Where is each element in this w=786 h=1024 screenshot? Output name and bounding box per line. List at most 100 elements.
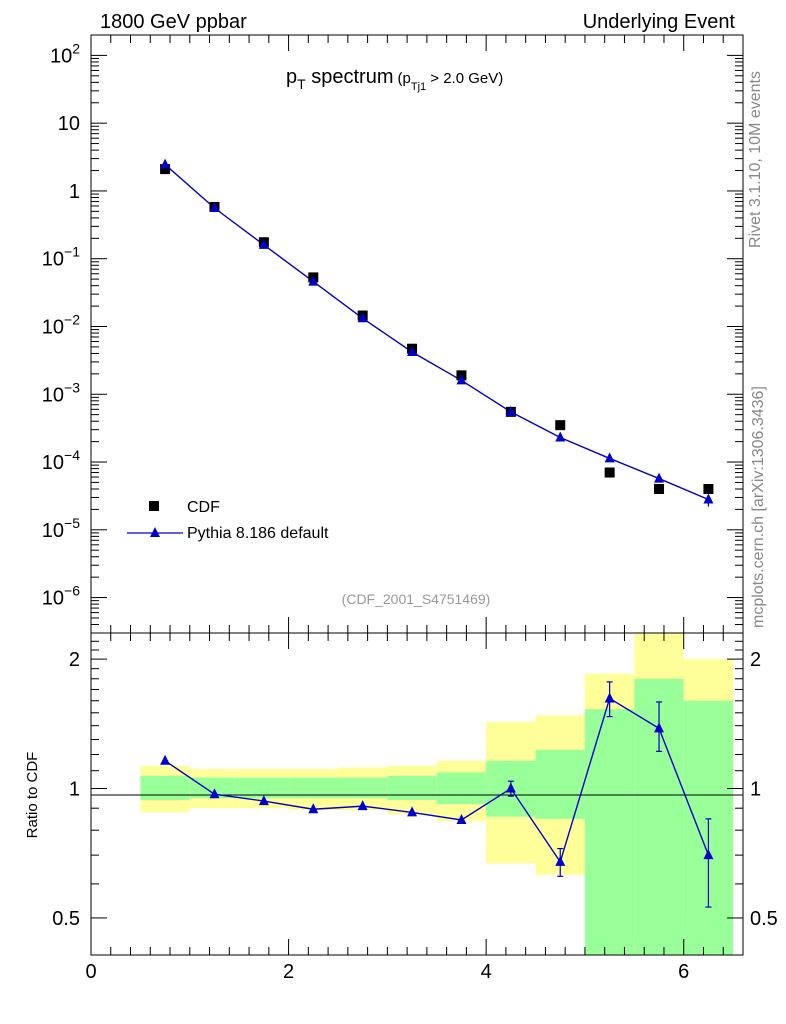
ratio-mc-point <box>555 855 566 866</box>
tick-exponent: −5 <box>64 515 80 531</box>
title-cut-rest: > 2.0 GeV) <box>426 70 503 87</box>
main-y-tick-label: 10−6 <box>42 583 80 610</box>
title-p-sub: T <box>297 76 306 92</box>
main-y-tick-label: 10−5 <box>42 515 80 542</box>
x-ticks: 0 2 4 6 <box>85 35 744 983</box>
band-inner <box>189 777 240 799</box>
ratio-mc-point <box>357 800 368 811</box>
ratio-ylabel: Ratio to CDF <box>24 752 41 839</box>
legend-data-marker <box>149 501 159 511</box>
title-rest: spectrum <box>306 66 394 88</box>
title-cut-sub: Tj1 <box>411 81 426 93</box>
ratio-mc-point <box>456 813 467 824</box>
mc-point <box>555 431 566 442</box>
data-point <box>555 420 566 431</box>
ratio-mc-point <box>654 722 665 733</box>
tick-exponent: −1 <box>64 244 80 260</box>
tick-base: 10 <box>42 316 64 338</box>
mc-point <box>407 346 418 357</box>
mc-point <box>505 405 516 416</box>
band-inner <box>239 777 289 799</box>
tick-base: 10 <box>42 384 64 406</box>
mc-point <box>654 472 665 483</box>
ratio-panel: 2 2 1 1 0.5 0.5 0 2 4 6 Ratio to CDF <box>24 35 778 983</box>
tick-base: 1 <box>69 181 80 203</box>
band-inner <box>288 777 338 799</box>
title-cut-open: (p <box>398 70 411 87</box>
tick-base: 10 <box>50 45 72 67</box>
main-frame <box>90 34 744 634</box>
ratio-mc-point <box>604 692 615 703</box>
ratio-y-tick-label-left: 1 <box>69 779 80 801</box>
mc-point <box>604 452 615 463</box>
main-y-tick-label: 10−4 <box>42 447 80 474</box>
ratio-mc-point <box>160 754 171 765</box>
ratio-y-ticks: 2 2 1 1 0.5 0.5 <box>52 640 778 930</box>
band-inner <box>436 772 487 805</box>
tick-base: 10 <box>42 452 64 474</box>
ratio-mc-line <box>164 697 710 864</box>
ratio-frame <box>90 632 744 956</box>
tick-exponent: −3 <box>64 379 80 395</box>
band-inner <box>584 709 635 955</box>
mc-point <box>456 374 467 385</box>
mc-point <box>308 275 319 286</box>
band-inner <box>387 775 437 801</box>
mc-point <box>209 202 220 213</box>
mcplots-label: mcplots.cern.ch [arXiv:1306.3436] <box>750 386 767 628</box>
main-y-tick-label: 102 <box>50 40 80 67</box>
legend-mc-marker <box>150 527 160 537</box>
ratio-y-tick-label-left: 2 <box>69 649 80 671</box>
ratio-mc-point <box>407 806 418 817</box>
rivet-label: Rivet 3.1.10, 10M events <box>747 71 764 248</box>
ratio-bands <box>140 633 734 955</box>
header-left: 1800 GeV ppbar <box>100 11 247 33</box>
ratio-y-tick-label-right: 2 <box>750 649 761 671</box>
data-point <box>703 483 714 494</box>
main-y-tick-label: 10−2 <box>42 311 80 338</box>
x-tick-label: 0 <box>85 961 96 983</box>
x-tick-label: 4 <box>481 961 492 983</box>
ratio-series <box>160 681 714 908</box>
plot-title: pT spectrum (pTj1 > 2.0 GeV) <box>286 66 503 93</box>
ratio-mc-point <box>308 803 319 814</box>
mc-point <box>258 238 269 249</box>
main-series <box>160 158 714 507</box>
main-y-tick-label: 10−3 <box>42 379 80 406</box>
band-inner <box>140 775 190 801</box>
legend-data-label: CDF <box>187 499 220 516</box>
tick-exponent: 2 <box>72 40 80 56</box>
ratio-mc-point <box>703 849 714 860</box>
mc-point <box>160 158 171 169</box>
x-tick-label: 2 <box>283 961 294 983</box>
tick-base: 10 <box>42 249 64 271</box>
tick-exponent: −2 <box>64 311 80 327</box>
tick-base: 10 <box>58 113 80 135</box>
tick-base: 10 <box>42 588 64 610</box>
main-y-tick-label: 1 <box>69 181 80 203</box>
tick-base: 10 <box>42 520 64 542</box>
ratio-y-tick-label-right: 1 <box>750 779 761 801</box>
tick-exponent: −4 <box>64 447 80 463</box>
band-inner <box>337 777 388 799</box>
band-inner <box>535 749 585 819</box>
data-point <box>654 483 665 494</box>
x-tick-label: 6 <box>678 961 689 983</box>
main-y-tick-label: 10 <box>58 113 80 135</box>
data-point <box>160 164 171 175</box>
tick-exponent: −6 <box>64 583 80 599</box>
title-p: p <box>286 66 297 88</box>
legend-mc-label: Pythia 8.186 default <box>187 525 329 542</box>
ratio-y-tick-label-right: 0.5 <box>750 908 778 930</box>
main-y-tick-label: 10−1 <box>42 244 80 271</box>
ratio-mc-point <box>209 788 220 799</box>
mc-line <box>164 164 709 501</box>
analysis-id: (CDF_2001_S4751469) <box>342 591 491 607</box>
ratio-y-tick-label-left: 0.5 <box>52 908 80 930</box>
header-right: Underlying Event <box>583 11 736 33</box>
mc-point <box>357 312 368 323</box>
data-point <box>604 467 615 478</box>
